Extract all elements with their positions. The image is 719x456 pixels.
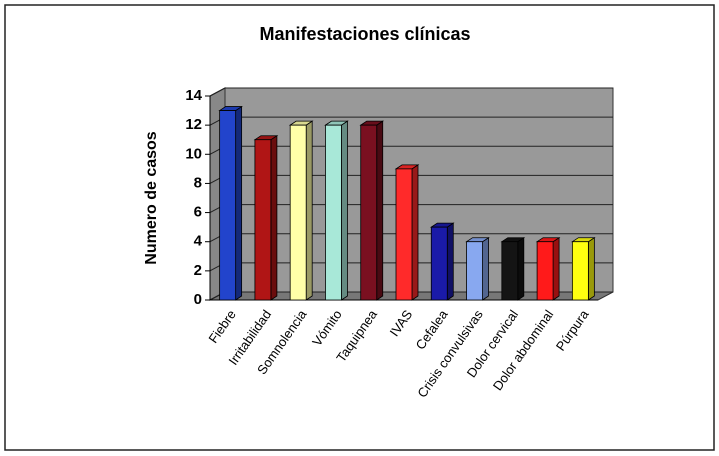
bar: [501, 241, 519, 301]
bar: [536, 241, 554, 301]
y-tick-label: 6: [194, 204, 202, 221]
bar-side: [446, 222, 454, 301]
bar-side: [376, 120, 384, 301]
y-tick-label: 14: [185, 87, 202, 104]
bar: [430, 226, 448, 301]
y-tick-label: 12: [185, 116, 202, 133]
chart-title: Manifestaciones clínicas: [259, 24, 470, 44]
grid-line-side: [209, 87, 226, 97]
bar-side: [235, 105, 243, 301]
bar: [219, 110, 237, 301]
bar-side: [305, 120, 313, 301]
bar-side: [587, 236, 595, 301]
bar: [325, 124, 342, 301]
y-tick-label: 2: [194, 262, 202, 279]
bar-side: [482, 236, 489, 301]
bar-side: [552, 236, 560, 301]
bar: [360, 124, 378, 301]
bar: [571, 241, 589, 301]
y-tick-label: 4: [194, 233, 203, 250]
bar-side: [411, 164, 419, 301]
y-tick-label: 8: [194, 174, 202, 191]
bar: [395, 168, 413, 301]
bar: [289, 124, 307, 301]
y-axis-label: Numero de casos: [143, 131, 160, 264]
y-tick-label: 0: [194, 291, 202, 308]
bar-side: [341, 120, 348, 301]
bar-side: [517, 236, 525, 301]
y-tick-label: 10: [185, 145, 202, 162]
bar-side: [270, 134, 278, 301]
bar: [466, 241, 483, 301]
bar: [254, 139, 272, 301]
